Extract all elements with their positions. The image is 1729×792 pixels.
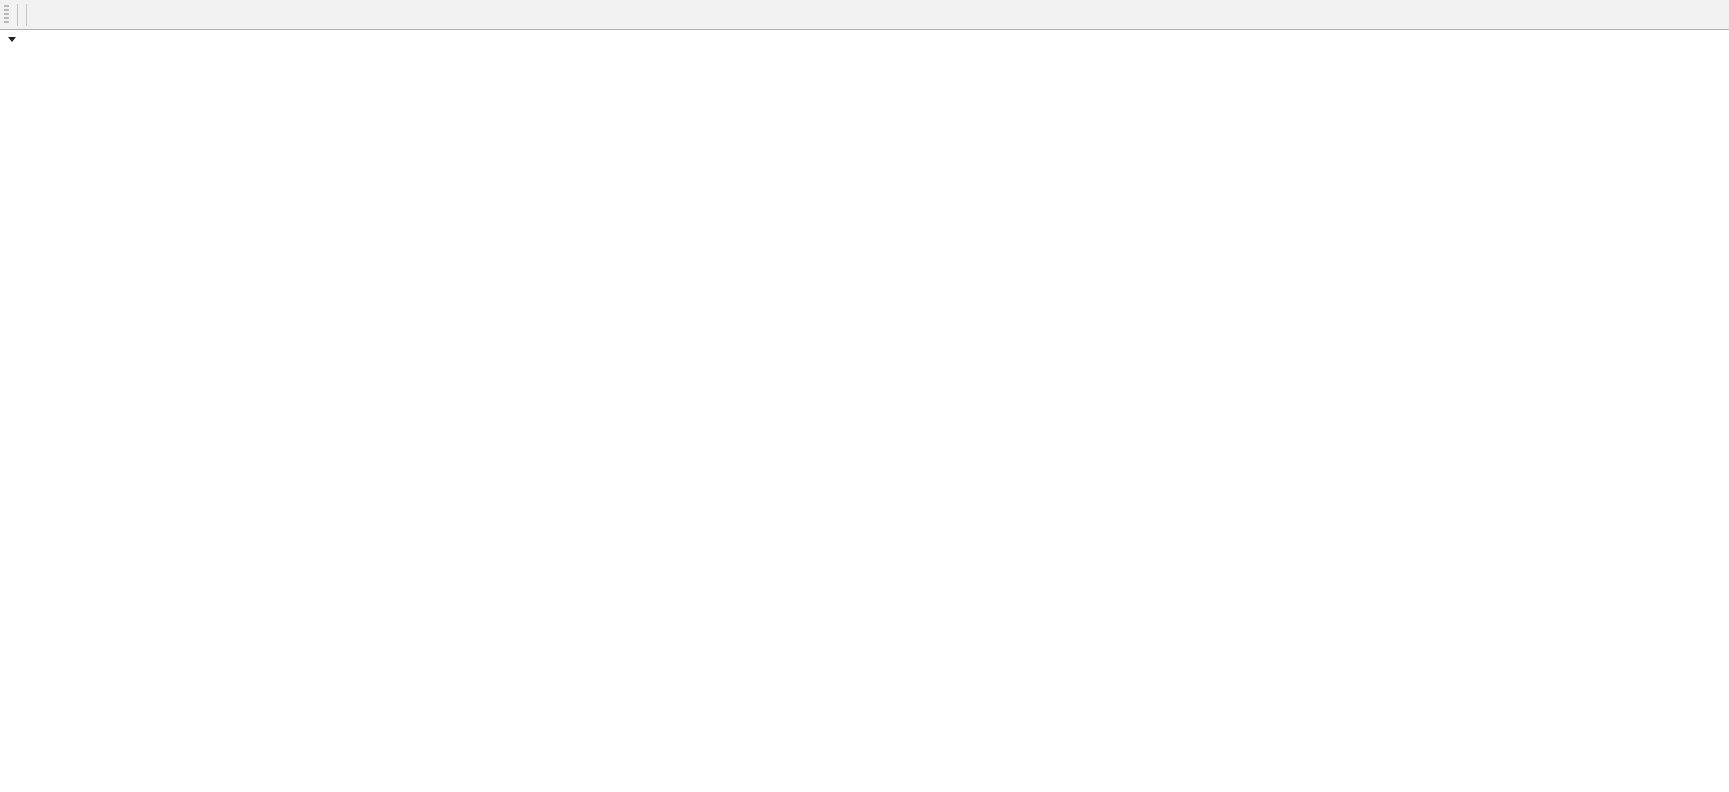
toolbar-separator <box>17 3 18 26</box>
toolbar-grip[interactable] <box>4 4 9 25</box>
chart-menu-icon[interactable] <box>8 37 16 42</box>
toolbar-separator-2 <box>26 3 27 26</box>
toolbar <box>0 0 1729 30</box>
